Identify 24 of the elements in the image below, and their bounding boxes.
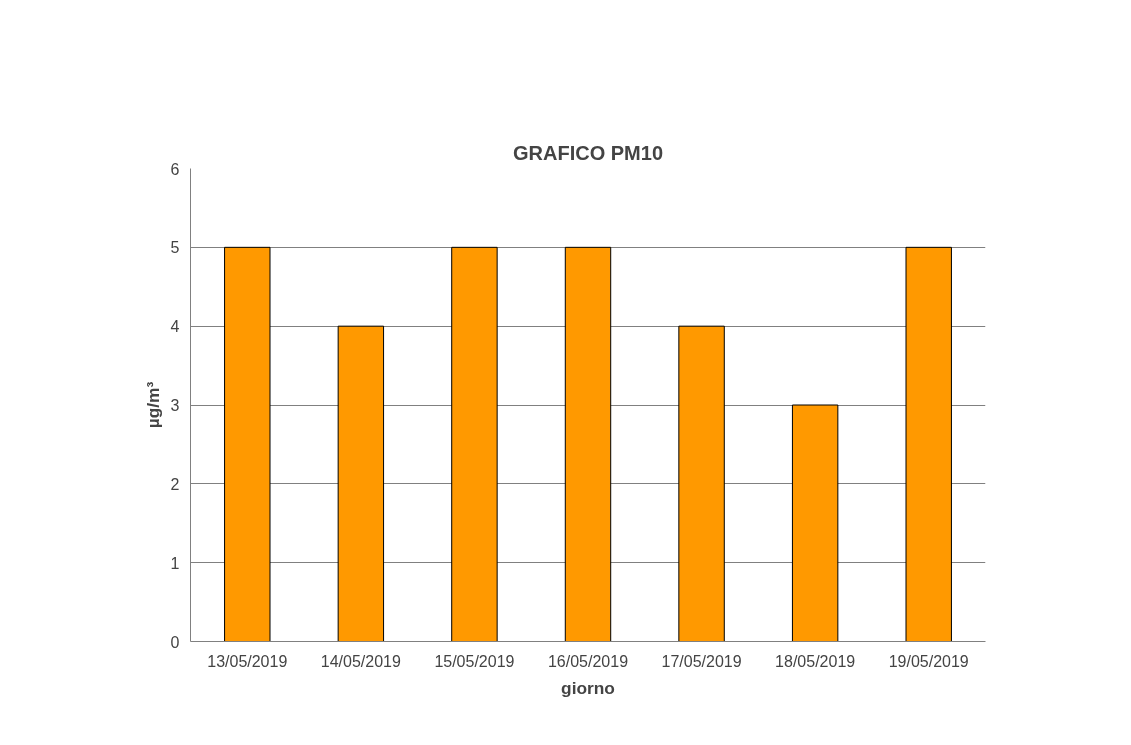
x-tick-label: 18/05/2019 <box>775 652 856 670</box>
bar <box>564 246 612 642</box>
bar <box>678 325 725 642</box>
bar <box>224 246 271 642</box>
y-axis-title: µg/m³ <box>142 381 163 429</box>
x-tick-label: 14/05/2019 <box>320 652 401 670</box>
chart-title: GRAFICO PM10 <box>512 141 664 164</box>
y-tick-label: 3 <box>170 397 180 414</box>
bar <box>791 404 839 642</box>
y-tick-label: 5 <box>170 239 180 257</box>
bar <box>337 325 385 642</box>
x-axis-title: giorno <box>561 677 615 698</box>
y-tick-label: 2 <box>170 475 180 493</box>
y-tick-label: 1 <box>170 554 180 572</box>
bar <box>451 246 498 642</box>
x-tick-label: 17/05/2019 <box>661 652 742 670</box>
x-tick-label: 15/05/2019 <box>434 652 515 670</box>
y-tick-label: 6 <box>170 160 180 178</box>
bar <box>905 246 952 642</box>
y-tick-label: 0 <box>170 633 180 651</box>
x-tick-label: 19/05/2019 <box>888 652 969 670</box>
y-tick-label: 4 <box>170 318 180 336</box>
x-tick-label: 16/05/2019 <box>547 652 629 670</box>
x-tick-label: 13/05/2019 <box>207 652 288 670</box>
